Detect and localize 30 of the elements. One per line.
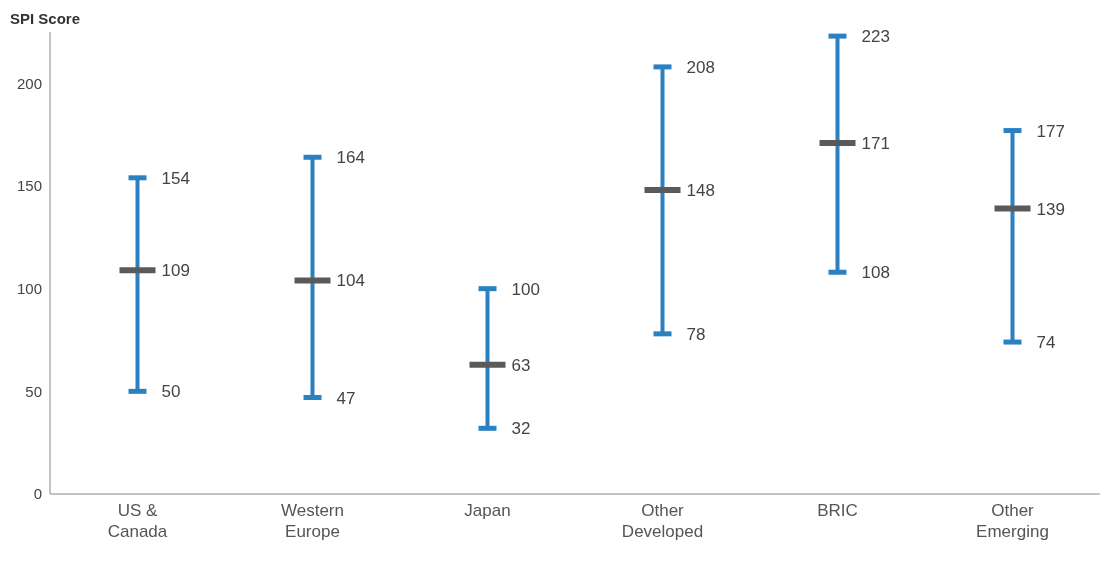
annotation: 47 [336, 388, 356, 408]
y-tick-label: 200 [16, 74, 42, 92]
annotation: 223 [861, 27, 890, 47]
y-tick-label: 50 [25, 382, 42, 400]
annotation: 154 [161, 168, 190, 188]
annotation: 164 [336, 148, 365, 168]
annotation: 74 [1036, 333, 1056, 353]
annotation: 171 [861, 133, 890, 153]
x-tick-label: BRIC [817, 501, 858, 520]
x-tick-label: Other Emerging [976, 501, 1049, 541]
annotation: 108 [861, 263, 890, 283]
y-tick-label: 0 [33, 485, 42, 503]
annotation: 32 [511, 419, 531, 439]
annotation: 148 [686, 181, 715, 201]
y-tick-label: 150 [16, 177, 42, 195]
annotation: 177 [1036, 121, 1065, 141]
annotation: 139 [1036, 199, 1065, 219]
annotation: 78 [686, 324, 706, 344]
x-tick-label: US & Canada [107, 501, 168, 541]
annotation: 109 [161, 261, 190, 281]
annotation: 208 [686, 57, 715, 77]
annotation: 100 [511, 279, 540, 299]
annotation: 50 [161, 382, 181, 402]
x-tick-label: Western Europe [281, 501, 344, 541]
annotation: 104 [336, 271, 365, 291]
x-tick-label: Japan [464, 501, 511, 520]
x-tick-label: Other Developed [621, 501, 704, 541]
annotation: 63 [511, 355, 531, 375]
y-tick-label: 100 [16, 279, 42, 297]
y-axis-title: SPI Score [10, 10, 81, 27]
